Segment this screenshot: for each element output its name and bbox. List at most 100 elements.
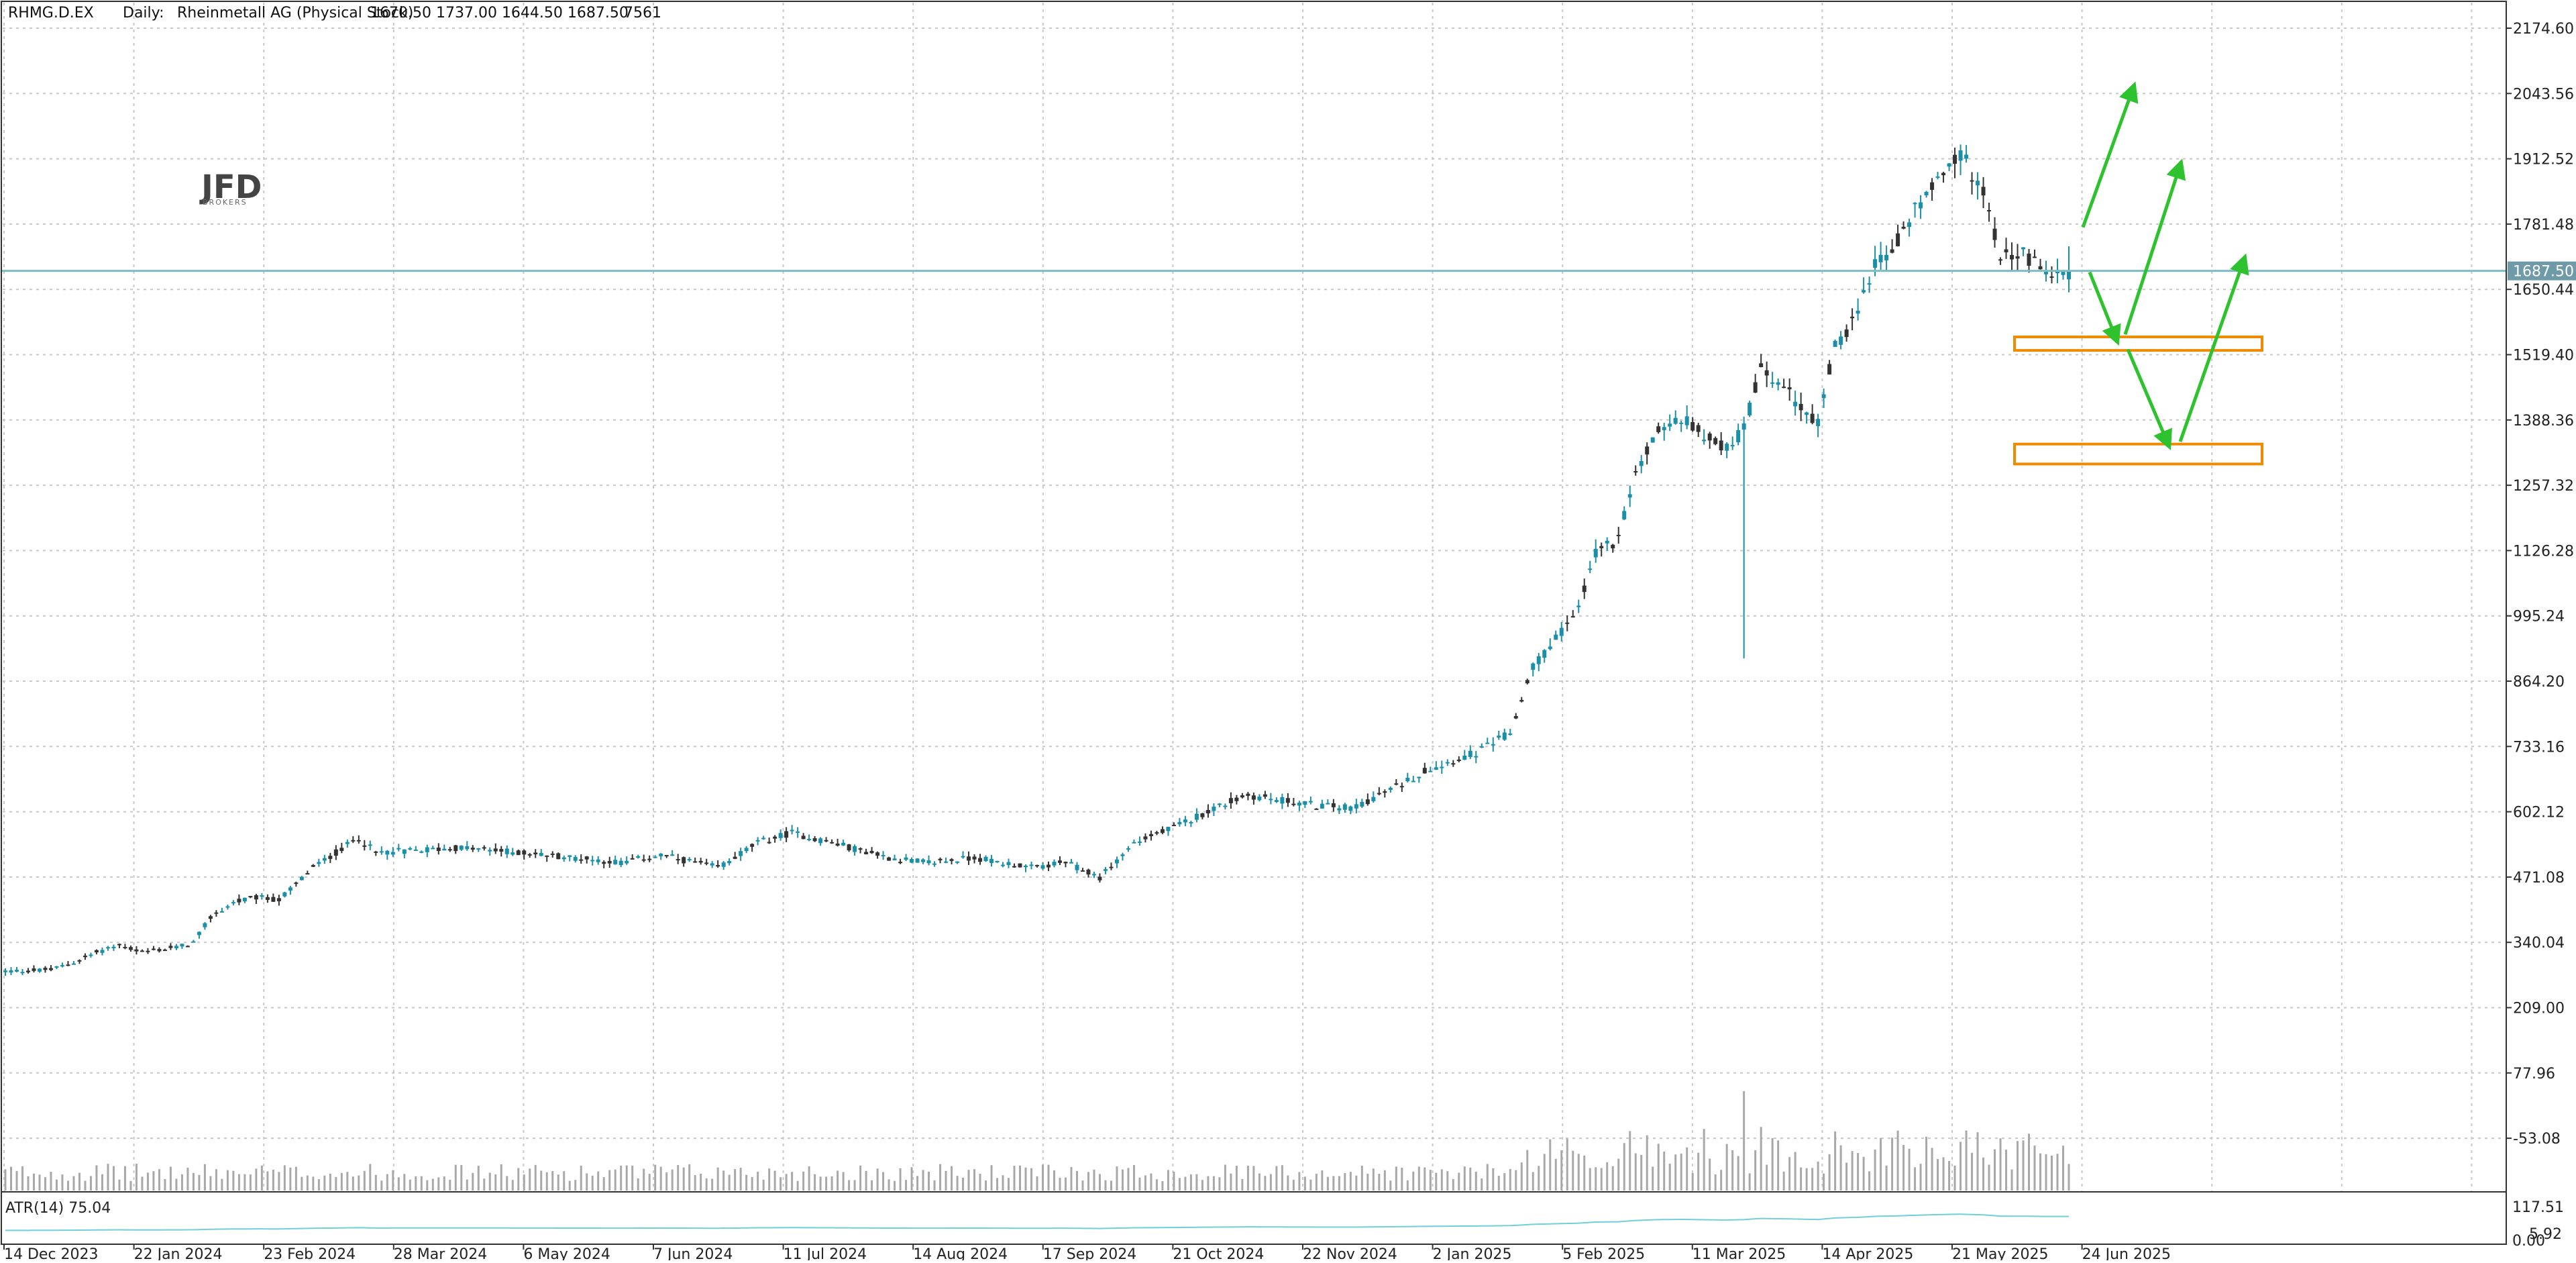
candle-body bbox=[773, 836, 777, 839]
candle-body bbox=[185, 946, 190, 948]
candle-body bbox=[1251, 795, 1256, 800]
candle-body bbox=[892, 858, 897, 860]
candle-body bbox=[659, 854, 663, 856]
candle-body bbox=[1354, 804, 1358, 809]
candle-body bbox=[1240, 795, 1244, 798]
candle-body bbox=[43, 968, 48, 970]
candle-body bbox=[1337, 808, 1342, 811]
logo-text: JFD bbox=[199, 168, 262, 206]
candle-body bbox=[1388, 787, 1393, 790]
candle-body bbox=[915, 858, 920, 863]
candle-body bbox=[796, 831, 800, 833]
candle-body bbox=[1440, 766, 1444, 768]
candle-body bbox=[1194, 813, 1199, 820]
candle-body bbox=[647, 858, 652, 860]
candle-body bbox=[881, 855, 885, 857]
x-tick-label: 24 Jun 2025 bbox=[2082, 1246, 2171, 1260]
candle-body bbox=[841, 842, 846, 846]
candle-body bbox=[1109, 866, 1114, 868]
candle-body bbox=[2038, 266, 2043, 270]
candle-body bbox=[299, 876, 304, 880]
candle-body bbox=[1377, 793, 1381, 795]
candle-body bbox=[231, 902, 235, 904]
candle-body bbox=[419, 851, 424, 853]
candle-body bbox=[1155, 832, 1159, 834]
candle-body bbox=[396, 848, 401, 850]
candle-body bbox=[995, 860, 1000, 862]
candle-body bbox=[1748, 403, 1752, 415]
candle-body bbox=[1821, 394, 1826, 399]
candle-body bbox=[1548, 646, 1552, 650]
candle-body bbox=[1434, 767, 1438, 770]
candle-body bbox=[146, 950, 150, 952]
candle-body bbox=[835, 844, 840, 846]
candle-body bbox=[910, 858, 914, 863]
candle-body bbox=[545, 855, 549, 857]
candle-body bbox=[237, 899, 241, 903]
candle-body bbox=[140, 950, 144, 952]
candle-body bbox=[1725, 444, 1729, 451]
candle-body bbox=[1924, 191, 1929, 196]
candle-body bbox=[1052, 862, 1057, 866]
x-tick-label: 14 Aug 2024 bbox=[913, 1246, 1008, 1260]
candle-body bbox=[1029, 864, 1034, 866]
candle-body bbox=[1183, 819, 1187, 823]
candle-body bbox=[716, 864, 720, 867]
candle-body bbox=[955, 861, 960, 863]
candle-body bbox=[453, 845, 458, 852]
candle-body bbox=[77, 960, 82, 962]
candle-body bbox=[488, 850, 492, 852]
candle-body bbox=[1137, 842, 1142, 844]
y-tick-label: 77.96 bbox=[2513, 1066, 2555, 1082]
candle-body bbox=[1269, 799, 1273, 801]
candle-body bbox=[345, 842, 350, 844]
candle-body bbox=[276, 898, 281, 901]
header-symbol: RHMG.D.EX bbox=[8, 5, 94, 21]
atr-line bbox=[5, 1213, 2070, 1231]
candle-body bbox=[619, 860, 623, 865]
candle-body bbox=[1303, 801, 1307, 805]
candle-body bbox=[733, 856, 737, 859]
candle-body bbox=[1633, 471, 1638, 473]
candle-body bbox=[504, 848, 509, 854]
candle-body bbox=[20, 972, 25, 974]
candle-body bbox=[1759, 363, 1764, 368]
x-tick-label: 5 Feb 2025 bbox=[1562, 1246, 1645, 1260]
candle-body bbox=[1753, 382, 1758, 393]
atr-label: ATR(14) 75.04 bbox=[5, 1200, 111, 1217]
candle-body bbox=[1308, 801, 1313, 803]
candle-body bbox=[208, 916, 213, 919]
x-tick-label: 11 Mar 2025 bbox=[1693, 1246, 1786, 1260]
candle-body bbox=[607, 860, 612, 864]
current-price-tag: 1687.50 bbox=[2508, 261, 2576, 281]
projection-arrow bbox=[2088, 271, 2121, 346]
y-tick-label: 1257.32 bbox=[2513, 478, 2574, 495]
candle-body bbox=[1297, 803, 1301, 806]
candle-body bbox=[1075, 864, 1079, 870]
candle-body bbox=[1120, 854, 1125, 856]
candle-body bbox=[248, 896, 253, 898]
annotations bbox=[1, 81, 2506, 466]
candle-body bbox=[499, 849, 504, 852]
candle-body bbox=[1992, 228, 1997, 240]
candle-body bbox=[539, 852, 543, 856]
candle-body bbox=[1873, 259, 1878, 268]
candle-body bbox=[333, 849, 338, 856]
x-tick-label: 6 May 2024 bbox=[523, 1246, 610, 1260]
candle-body bbox=[459, 846, 464, 850]
candle-body bbox=[1143, 836, 1148, 840]
atr-axis-top: 117.51 bbox=[2512, 1199, 2564, 1216]
candle-body bbox=[698, 860, 703, 863]
candle-body bbox=[1730, 445, 1735, 447]
x-tick-label: 11 Jul 2024 bbox=[784, 1246, 867, 1260]
candle-body bbox=[767, 842, 771, 844]
candle-body bbox=[858, 848, 863, 850]
x-tick-label: 17 Sep 2024 bbox=[1043, 1246, 1136, 1260]
candle-body bbox=[48, 968, 53, 970]
candle-body bbox=[254, 895, 258, 900]
candle-body bbox=[89, 954, 93, 956]
candle-body bbox=[1998, 259, 2003, 261]
candle-body bbox=[425, 847, 429, 852]
